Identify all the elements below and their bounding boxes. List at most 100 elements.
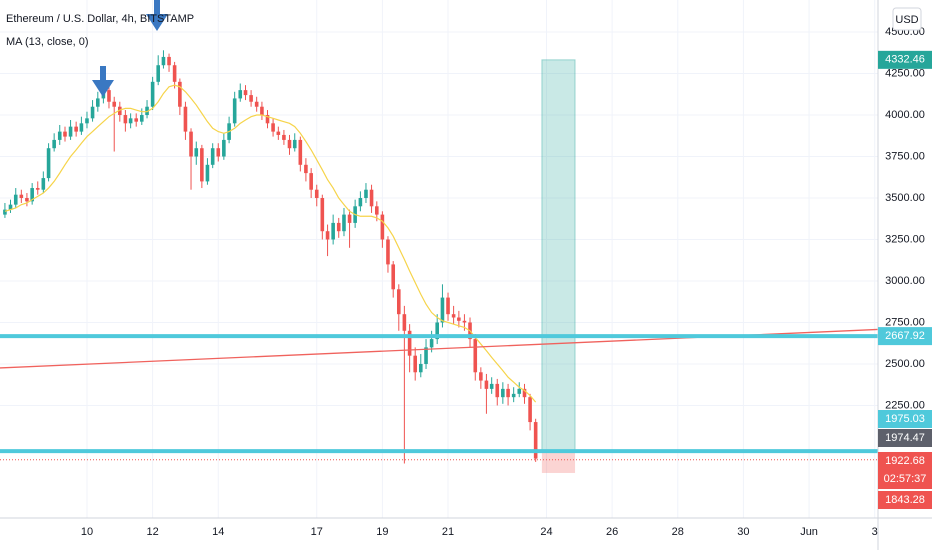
candle-body [522,388,527,398]
candle-body [112,101,117,107]
candle-body [63,131,67,137]
candle-body [451,314,456,318]
candle-body [501,388,505,398]
x-tick-label: Jun [800,526,818,538]
plot-area [0,50,878,473]
candle-body [391,264,396,290]
candle-body [3,209,7,215]
candle-body [194,148,199,157]
price-label-box [878,491,932,509]
candle-body [479,372,483,381]
last-price-label: 1922.68 [885,455,925,467]
candle-body [517,388,522,394]
x-tick-label: 30 [737,526,749,538]
y-tick-label: 2750.00 [885,316,925,328]
y-tick-label: 4000.00 [885,109,925,121]
target-price-label: 4332.46 [885,54,925,66]
candle-body [375,206,379,215]
y-tick-label: 4250.00 [885,67,925,79]
candle-body [435,322,439,340]
candle-body [41,178,46,190]
price-label-box [878,327,932,346]
candle-body [336,222,341,232]
candle-body [156,65,161,82]
chart-title: Ethereum / U.S. Dollar, 4h, BITSTAMP [6,13,194,25]
candle-body [139,115,144,122]
candle-body [13,194,18,205]
candle-body [123,115,128,124]
candle-body [446,297,450,315]
axes: 2250.00 2500.00 2750.00 3000.00 3250.00 3500.… [81,26,932,538]
candle-body [232,98,237,124]
arrows [92,0,168,97]
price-label-box [878,410,932,428]
candle-body [489,383,494,389]
candle-body [265,115,270,124]
candle-body [424,347,428,364]
candle-body [282,134,286,140]
candle-body [304,164,308,174]
candle-body [178,81,182,107]
candle-body [183,106,188,132]
candle-body [150,81,155,107]
candle-body [413,355,418,373]
candle-body [511,393,516,398]
price-label-box [878,452,932,489]
candle-body [347,214,352,223]
candle-body [35,188,40,190]
candle-body [292,139,297,149]
candle-body [331,222,335,240]
x-tick-label: 12 [146,526,158,538]
candle-body [85,118,89,124]
price-label-box [878,50,932,69]
grid [0,0,878,518]
x-tick-label: 14 [212,526,224,538]
candle-body [238,90,243,99]
x-tick-label: 17 [311,526,323,538]
countdown-label: 02:57:37 [884,473,927,485]
candle-body [369,189,374,207]
candle-body [533,422,538,459]
candle-body [79,123,84,132]
candle-body [216,148,221,157]
candle-body [68,126,73,137]
candle-body [8,204,13,210]
candle-body [30,188,34,202]
candle-body [473,339,478,373]
candle-body [271,123,275,132]
candle-body [320,198,325,232]
candle-body [107,90,111,102]
candle-body [276,131,281,135]
candle-body [342,214,346,232]
candle-body [418,363,423,373]
y-tick-label: 3250.00 [885,233,925,245]
candle-body [172,65,177,82]
position-profit-zone [541,59,576,452]
y-tick-label: 2500.00 [885,358,925,370]
candle-body [74,126,78,132]
candle-body [287,139,292,149]
candle-body [528,397,532,423]
x-tick-label: 3 [872,526,878,538]
candle-body [46,148,51,179]
position-loss-zone [541,451,576,473]
candle-body [407,330,412,356]
price-label-box [878,429,932,447]
candle-body [429,339,434,348]
y-tick-label: 3500.00 [885,192,925,204]
candle-body [25,198,29,202]
candle-body [254,101,259,107]
currency: USD [895,14,918,26]
candle-body [462,320,467,323]
line-price-label: 2667.92 [885,330,925,342]
x-tick-label: 21 [442,526,454,538]
candle-body [19,194,24,199]
x-tick-label: 24 [540,526,552,538]
candle-body [134,118,139,122]
candle-body [167,56,171,66]
candle-body [298,139,303,165]
stop-price-label: 1843.28 [885,494,925,506]
candle-body [440,297,445,323]
candle-body [205,164,210,182]
